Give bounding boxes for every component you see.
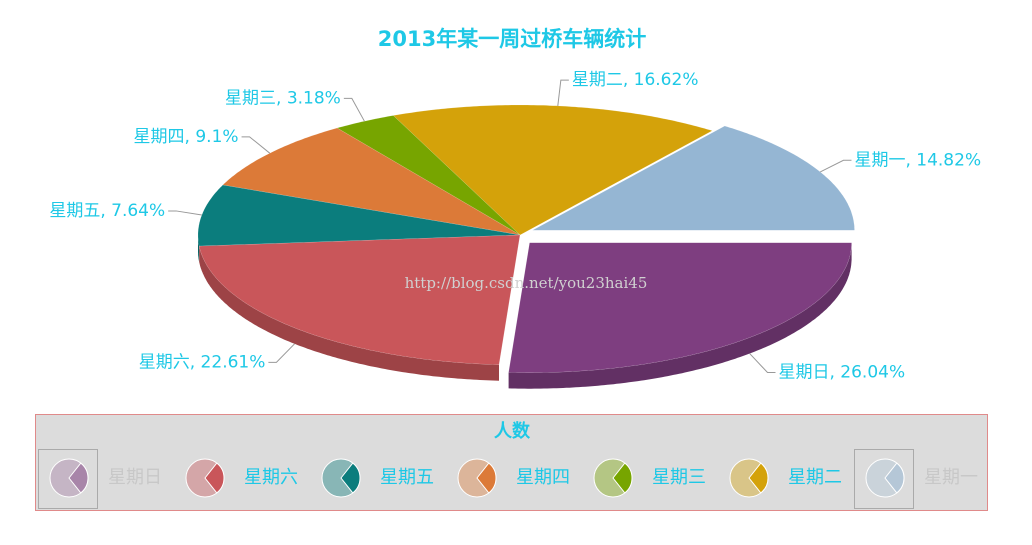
legend-icon-wedge — [884, 462, 905, 494]
chart-title: 2013年某一周过桥车辆统计 — [378, 27, 646, 51]
data-label: 星期六, 22.61% — [139, 352, 266, 372]
slice-side — [199, 246, 499, 381]
legend-icon-wedge — [204, 462, 225, 494]
slice — [508, 242, 852, 373]
leader-line — [820, 159, 852, 173]
leader-line — [168, 210, 202, 216]
legend-label[interactable]: 星期一 — [924, 467, 978, 488]
leader-line — [343, 97, 365, 122]
legend-label[interactable]: 星期四 — [516, 467, 570, 488]
legend-selected-box — [854, 449, 914, 509]
legend-label[interactable]: 星期六 — [244, 467, 298, 488]
leader-line — [241, 136, 271, 154]
legend-label[interactable]: 星期三 — [652, 467, 706, 488]
data-label: 星期五, 7.64% — [49, 201, 165, 221]
legend-icon-wedge — [612, 462, 633, 494]
legend-icon-wedge — [340, 462, 361, 494]
slice-side — [198, 235, 200, 263]
slice — [222, 127, 521, 236]
leader-line — [749, 353, 776, 374]
data-label: 星期四, 9.1% — [134, 127, 239, 147]
legend-icon-wedge — [68, 462, 89, 494]
pie: 星期一, 14.82% 星期二, 16.62% 星期三, 3.18% 星期四, 9.1… — [49, 70, 981, 389]
leader-line — [268, 343, 295, 363]
slice — [336, 115, 521, 236]
legend-selected-box — [38, 449, 98, 509]
slice — [197, 184, 521, 247]
watermark: http://blog.csdn.net/you23hai45 — [405, 274, 648, 292]
slice-side — [508, 242, 852, 389]
leader-line — [557, 79, 569, 106]
legend: 星期日 星期六 星期五 星期四 星期三 星期二 星期一 — [38, 449, 978, 509]
legend-title: 人数 — [494, 420, 531, 442]
slice — [392, 104, 713, 236]
data-label: 星期日, 26.04% — [778, 363, 905, 383]
legend-icon-wedge — [748, 462, 769, 494]
legend-label[interactable]: 星期日 — [108, 467, 162, 488]
slice — [198, 234, 521, 365]
slice — [532, 125, 855, 231]
data-label: 星期一, 14.82% — [854, 150, 981, 170]
legend-label[interactable]: 星期五 — [380, 467, 434, 488]
data-label: 星期三, 3.18% — [225, 88, 341, 108]
legend-label[interactable]: 星期二 — [788, 467, 842, 488]
legend-icon-wedge — [476, 462, 497, 494]
data-label: 星期二, 16.62% — [572, 70, 699, 90]
